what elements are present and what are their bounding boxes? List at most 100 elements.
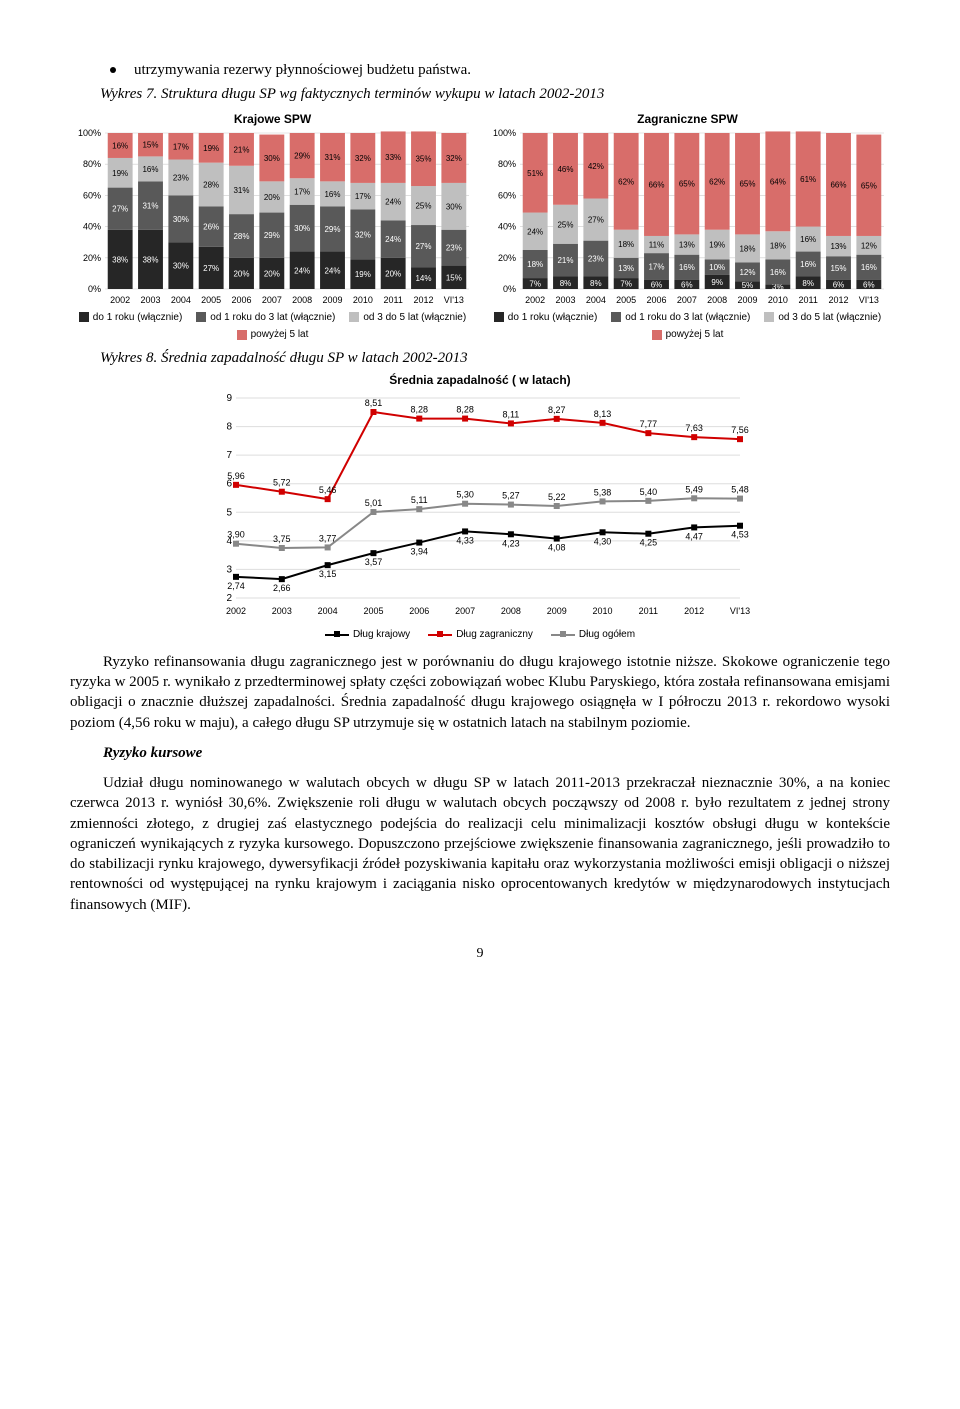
legend-item: Dług ogółem (551, 628, 635, 642)
line-chart-svg: 2345678920022003200420052006200720082009… (210, 390, 750, 620)
svg-text:10%: 10% (709, 263, 725, 272)
svg-text:16%: 16% (142, 165, 158, 174)
svg-text:2009: 2009 (322, 295, 342, 305)
svg-text:4,08: 4,08 (548, 543, 566, 553)
svg-text:18%: 18% (739, 244, 755, 253)
legend-item: Dług zagraniczny (428, 628, 533, 642)
line-chart-panel: Średnia zapadalność ( w latach) 23456789… (210, 372, 750, 642)
svg-text:4,47: 4,47 (685, 532, 703, 542)
svg-text:25%: 25% (557, 220, 573, 229)
svg-text:2008: 2008 (292, 295, 312, 305)
svg-text:2009: 2009 (547, 606, 567, 616)
chart-zagraniczne: Zagraniczne SPW 0%20%40%60%80%100%7%18%2… (485, 109, 890, 342)
svg-text:38%: 38% (142, 255, 158, 264)
svg-text:20%: 20% (263, 269, 279, 278)
svg-text:2012: 2012 (684, 606, 704, 616)
svg-text:19%: 19% (709, 240, 725, 249)
svg-text:2: 2 (226, 593, 232, 604)
svg-text:2002: 2002 (226, 606, 246, 616)
svg-text:32%: 32% (354, 230, 370, 239)
svg-text:12%: 12% (739, 268, 755, 277)
svg-text:30%: 30% (445, 202, 461, 211)
svg-text:20%: 20% (497, 252, 515, 262)
svg-text:7: 7 (226, 450, 232, 461)
legend-item: powyżej 5 lat (237, 328, 309, 342)
svg-text:5: 5 (226, 507, 232, 518)
svg-text:5,96: 5,96 (227, 471, 245, 481)
svg-text:2007: 2007 (261, 295, 281, 305)
line-chart-legend: Dług krajowy Dług zagraniczny Dług ogółem (210, 628, 750, 642)
svg-text:2,74: 2,74 (227, 581, 245, 591)
svg-text:27%: 27% (203, 264, 219, 273)
svg-text:80%: 80% (497, 159, 515, 169)
legend-item: od 3 do 5 lat (włącznie) (764, 311, 881, 325)
svg-text:27%: 27% (587, 215, 603, 224)
svg-text:5,01: 5,01 (365, 498, 383, 508)
svg-text:4,53: 4,53 (731, 530, 749, 540)
svg-text:3: 3 (226, 565, 232, 576)
svg-text:2004: 2004 (585, 295, 605, 305)
legend-item: do 1 roku (włącznie) (494, 311, 597, 325)
svg-text:18%: 18% (769, 241, 785, 250)
legend-item: od 1 roku do 3 lat (włącznie) (611, 311, 750, 325)
svg-text:24%: 24% (385, 197, 401, 206)
svg-text:16%: 16% (769, 268, 785, 277)
svg-text:19%: 19% (112, 168, 128, 177)
svg-text:VI'13: VI'13 (730, 606, 750, 616)
svg-text:2004: 2004 (318, 606, 338, 616)
svg-text:24%: 24% (294, 266, 310, 275)
svg-text:5,48: 5,48 (731, 485, 749, 495)
svg-text:7,56: 7,56 (731, 425, 749, 435)
svg-text:8,13: 8,13 (594, 409, 612, 419)
svg-text:5,30: 5,30 (456, 490, 474, 500)
svg-text:42%: 42% (587, 161, 603, 170)
legend-label: powyżej 5 lat (666, 328, 724, 342)
svg-text:2003: 2003 (140, 295, 160, 305)
svg-text:2003: 2003 (272, 606, 292, 616)
svg-text:28%: 28% (203, 180, 219, 189)
svg-text:3,57: 3,57 (365, 557, 383, 567)
svg-text:20%: 20% (82, 252, 100, 262)
svg-text:8%: 8% (590, 278, 602, 287)
legend-item: od 1 roku do 3 lat (włącznie) (196, 311, 335, 325)
svg-text:7,77: 7,77 (640, 419, 658, 429)
svg-text:20%: 20% (233, 269, 249, 278)
svg-text:64%: 64% (769, 177, 785, 186)
svg-text:2006: 2006 (409, 606, 429, 616)
svg-text:51%: 51% (527, 168, 543, 177)
svg-text:17%: 17% (648, 262, 664, 271)
svg-text:5%: 5% (741, 281, 753, 290)
svg-text:7%: 7% (529, 279, 541, 288)
page-number: 9 (70, 945, 890, 964)
legend-swatch (764, 312, 774, 322)
svg-text:60%: 60% (497, 190, 515, 200)
svg-text:8%: 8% (559, 278, 571, 287)
legend-swatch (494, 312, 504, 322)
svg-text:16%: 16% (800, 235, 816, 244)
svg-text:2007: 2007 (455, 606, 475, 616)
svg-text:5,27: 5,27 (502, 491, 520, 501)
svg-text:35%: 35% (415, 154, 431, 163)
svg-text:2005: 2005 (201, 295, 221, 305)
legend-swatch (196, 312, 206, 322)
svg-text:5,22: 5,22 (548, 492, 566, 502)
svg-text:2008: 2008 (707, 295, 727, 305)
svg-text:0%: 0% (502, 284, 515, 294)
chart-zagraniczne-legend: do 1 roku (włącznie) od 1 roku do 3 lat (… (485, 311, 890, 342)
svg-text:66%: 66% (648, 180, 664, 189)
svg-text:20%: 20% (385, 269, 401, 278)
legend-line-marker (428, 630, 452, 640)
svg-text:29%: 29% (263, 231, 279, 240)
legend-item: powyżej 5 lat (652, 328, 724, 342)
svg-text:6%: 6% (681, 280, 693, 289)
svg-text:4,33: 4,33 (456, 536, 474, 546)
svg-text:3,77: 3,77 (319, 534, 337, 544)
svg-text:65%: 65% (678, 179, 694, 188)
svg-text:2002: 2002 (110, 295, 130, 305)
svg-text:15%: 15% (445, 273, 461, 282)
svg-text:65%: 65% (860, 181, 876, 190)
svg-text:5,49: 5,49 (685, 484, 703, 494)
legend-label: Dług krajowy (353, 628, 410, 642)
legend-label: od 3 do 5 lat (włącznie) (778, 311, 881, 325)
svg-text:61%: 61% (800, 175, 816, 184)
